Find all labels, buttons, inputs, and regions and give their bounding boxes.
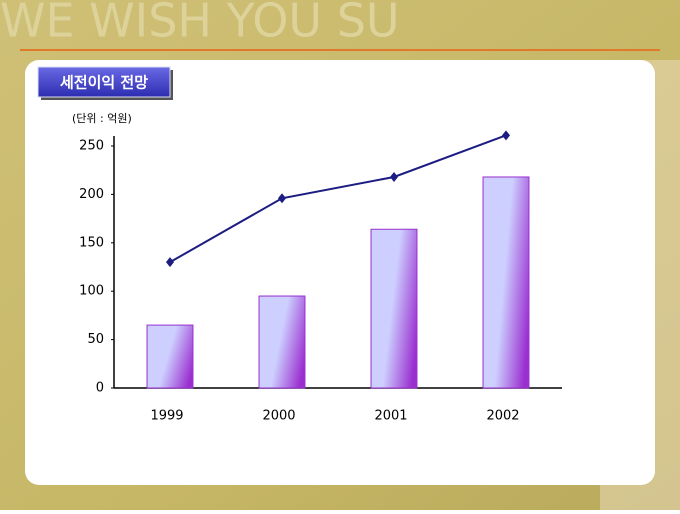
plot: 0 50 100 150 200 250 1999 2000 2001 2002	[79, 130, 562, 424]
line	[169, 134, 507, 264]
marker	[278, 193, 286, 204]
bar	[370, 228, 418, 389]
x-tick-label: 1999	[150, 409, 183, 424]
marker	[502, 130, 510, 141]
title-box	[37, 66, 171, 98]
bar	[258, 295, 306, 389]
y-tick-label: 0	[96, 381, 104, 396]
x-tick-label: 2002	[486, 409, 519, 424]
x-tick-label: 2000	[262, 409, 295, 424]
y-tick-label: 150	[79, 235, 104, 250]
y-tick-label: 250	[79, 139, 104, 154]
bar	[482, 176, 530, 389]
y-tick-label: 100	[79, 284, 104, 299]
chart-title: 세전이익 전망	[60, 74, 148, 92]
x-tick-label: 2001	[374, 409, 407, 424]
marker	[390, 171, 398, 182]
background-text: WE WISH YOU SU	[0, 0, 400, 48]
unit-label: (단위 : 억원)	[72, 112, 132, 125]
bar	[146, 324, 194, 389]
y-tick-label: 50	[87, 332, 104, 347]
marker	[166, 257, 174, 268]
y-tick-label: 200	[79, 187, 104, 202]
